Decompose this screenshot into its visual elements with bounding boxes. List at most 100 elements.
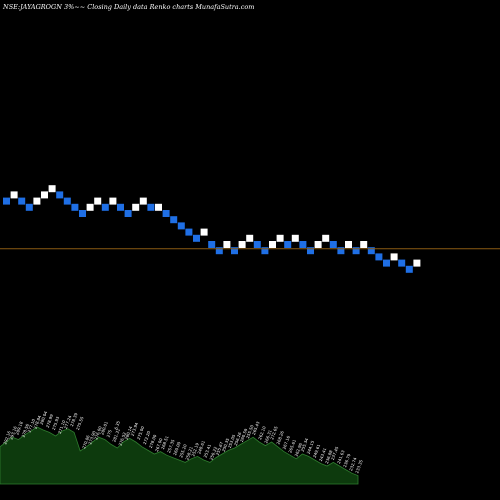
brick-down xyxy=(398,259,406,267)
volume-series xyxy=(0,426,359,485)
brick-down xyxy=(329,241,337,248)
volume-label: 268.51 xyxy=(160,435,170,450)
brick-up xyxy=(314,241,322,248)
volume-label: 248.61 xyxy=(196,439,206,454)
volume-label: 292.16 xyxy=(2,430,12,445)
volume-label: 278.84 xyxy=(33,414,43,429)
brick-down xyxy=(193,234,200,242)
volume-label: 241.63 xyxy=(336,449,346,464)
brick-up xyxy=(246,234,254,242)
volume-labels: 292.16293.16289.18278.56277.10278.84280.… xyxy=(2,410,364,474)
volume-label: 237.45 xyxy=(330,445,340,460)
volume-label: 278.99 xyxy=(45,413,55,428)
brick-down xyxy=(253,241,261,248)
volume-label: 266.31 xyxy=(263,429,273,444)
brick-down xyxy=(215,247,223,255)
brick-down xyxy=(231,247,238,255)
brick-down xyxy=(405,265,413,273)
brick-down xyxy=(185,228,193,236)
volume-label: 281.31 xyxy=(111,427,121,442)
volume-label: 255.34 xyxy=(300,437,310,452)
brick-up xyxy=(269,241,276,248)
volume-label: 268.26 xyxy=(275,430,285,445)
volume-label: 256.26 xyxy=(233,431,243,446)
volume-label: 253.41 xyxy=(203,443,213,458)
brick-up xyxy=(48,185,56,193)
brick-up xyxy=(291,234,299,242)
volume-note: 6.35 xyxy=(113,420,121,431)
volume-label: 276.00 xyxy=(93,425,103,440)
volume-label: 257.35 xyxy=(166,438,176,453)
volume-label: 232.74 xyxy=(348,456,358,471)
volume-label: 250.35 xyxy=(221,437,231,452)
brick-up xyxy=(276,234,284,242)
volume-label: 258.21 xyxy=(184,445,194,460)
brick-down xyxy=(25,203,33,211)
volume-label: 277.10 xyxy=(27,418,37,433)
brick-down xyxy=(284,241,292,248)
brick-down xyxy=(3,197,10,205)
brick-down xyxy=(79,210,86,217)
brick-down xyxy=(124,210,132,217)
volume-label: 267.16 xyxy=(281,435,291,450)
brick-up xyxy=(413,259,421,267)
volume-area xyxy=(0,426,359,485)
brick-up xyxy=(139,197,147,205)
brick-down xyxy=(352,247,360,255)
brick-down xyxy=(383,259,390,267)
volume-label: 275.55 xyxy=(75,415,85,430)
brick-up xyxy=(132,203,140,211)
volume-label: 253.05 xyxy=(227,433,237,448)
volume-label: 270.86 xyxy=(81,434,91,449)
brick-down xyxy=(367,247,375,255)
volume-label: 275.00 xyxy=(136,425,146,440)
volume-label: 252.19 xyxy=(190,442,200,457)
volume-label: 273.90 xyxy=(87,430,97,445)
volume-label: 275.93 xyxy=(51,415,61,430)
volume-label: 272.65 xyxy=(269,425,279,440)
brick-down xyxy=(307,247,314,255)
brick-down xyxy=(71,203,79,211)
volume-label: 277.24 xyxy=(63,414,73,429)
volume-label: 262.10 xyxy=(257,425,267,440)
brick-down xyxy=(375,253,383,261)
volume-label: 233.35 xyxy=(354,459,364,474)
brick-down xyxy=(117,203,124,211)
volume-label: 273.94 xyxy=(130,421,140,436)
volume-label: 280.14 xyxy=(124,425,134,440)
brick-down xyxy=(63,197,71,205)
volume-label: 244.15 xyxy=(306,439,316,454)
brick-up xyxy=(322,234,330,242)
volume-label: 278.56 xyxy=(20,423,30,438)
volume-label: 265.43 xyxy=(251,420,261,435)
volume-label: 250.22 xyxy=(209,445,219,460)
brick-up xyxy=(155,203,162,211)
brick-down xyxy=(18,197,26,205)
volume-label: 249.61 xyxy=(312,443,322,458)
brick-up xyxy=(109,197,117,205)
brick-up xyxy=(86,203,94,211)
volume-label: 280.01 xyxy=(99,420,109,435)
brick-up xyxy=(360,241,368,248)
volume-label: 260.00 xyxy=(172,441,182,456)
brick-up xyxy=(390,253,398,261)
volume-label: 280.04 xyxy=(39,410,49,425)
brick-down xyxy=(56,191,64,199)
brick-up xyxy=(33,197,41,205)
volume-label: 236.88 xyxy=(324,449,334,464)
volume-label: 289.18 xyxy=(14,420,24,435)
volume-label: 272.20 xyxy=(142,430,152,445)
brick-up xyxy=(223,241,231,248)
volume-label: 262.96 xyxy=(294,442,304,457)
volume-label: 267.00 xyxy=(154,437,164,452)
volume-label: 276.52 xyxy=(118,431,128,446)
brick-up xyxy=(238,241,246,248)
brick-down xyxy=(101,203,109,211)
brick-down xyxy=(162,210,170,217)
brick-down xyxy=(299,241,307,248)
brick-down xyxy=(170,216,178,224)
brick-down xyxy=(208,241,216,248)
volume-label: 255.50 xyxy=(245,424,255,439)
chart-title: NSE:JAYAGROGN 3%~~ Closing Daily data Re… xyxy=(2,3,254,11)
